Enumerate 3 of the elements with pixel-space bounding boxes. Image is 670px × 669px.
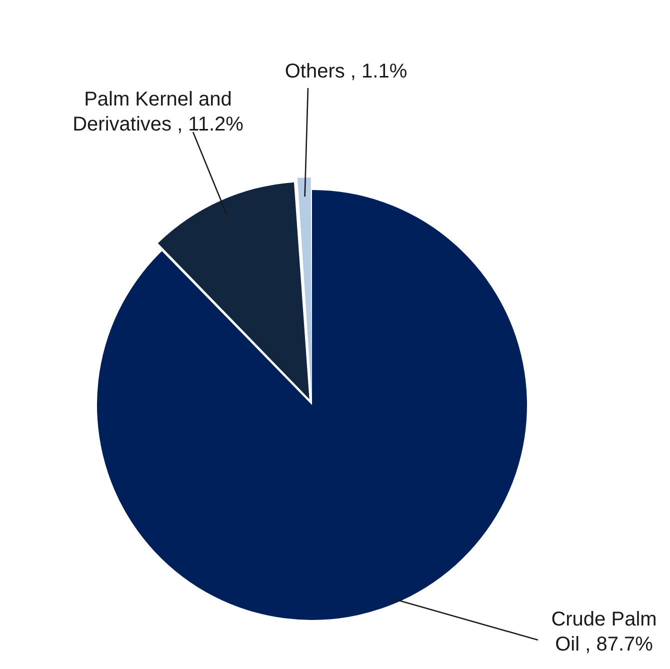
slice-label: Crude Palm Oil , 87.7% xyxy=(551,608,657,656)
slice-label: Others , 1.1% xyxy=(284,60,408,83)
slice-label: Palm Kernel and Derivatives , 11.2% xyxy=(72,88,244,136)
